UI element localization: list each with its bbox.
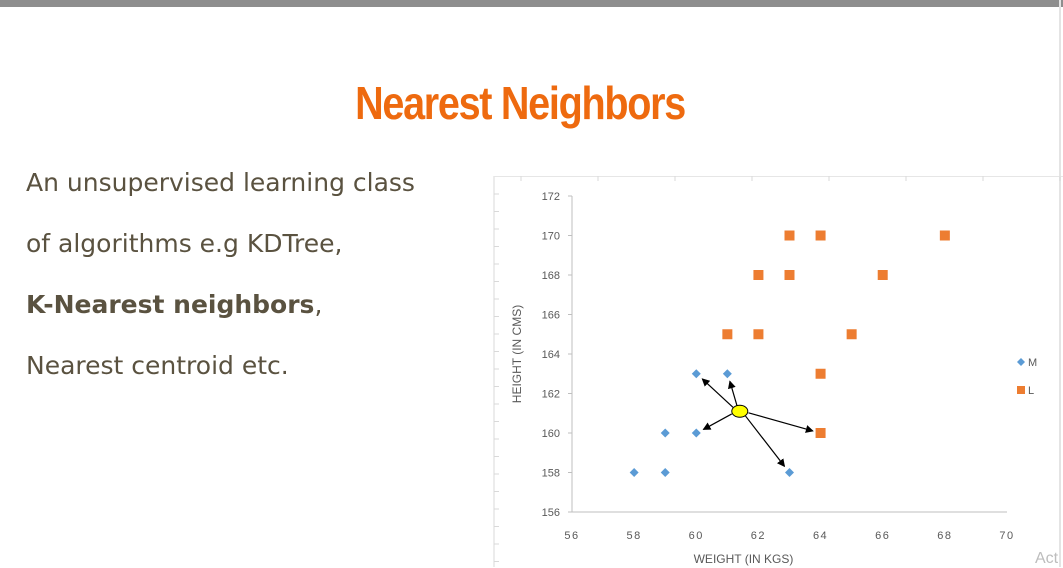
- neighbor-arrow: [748, 412, 814, 433]
- legend-label-L: L: [1028, 385, 1034, 397]
- y-tick-label: 160: [542, 428, 560, 440]
- y-tick-label: 172: [542, 191, 560, 203]
- body-line-4: Nearest centroid etc.: [26, 351, 289, 380]
- slide-title: Nearest Neighbors: [355, 77, 686, 129]
- y-axis-title: HEIGHT (IN CMS): [510, 305, 524, 403]
- body-line-1: An unsupervised learning class: [26, 168, 415, 197]
- y-tick-label: 170: [542, 231, 560, 243]
- data-point-M: [691, 369, 701, 379]
- y-tick-label: 156: [542, 507, 560, 519]
- body-line-2: of algorithms e.g KDTree,: [26, 229, 343, 258]
- corner-watermark-text: Act: [1035, 550, 1059, 567]
- y-tick-label: 158: [542, 468, 560, 480]
- x-tick-label: 58: [627, 530, 642, 542]
- neighbor-arrow: [727, 380, 738, 406]
- data-point-L: [784, 270, 795, 280]
- x-tick-label: 64: [813, 530, 828, 542]
- legend-marker-L: [1017, 386, 1025, 394]
- data-point-M: [722, 369, 732, 379]
- data-point-M: [660, 468, 670, 477]
- x-tick-label: 66: [875, 530, 890, 542]
- data-point-L: [784, 230, 795, 241]
- knn-bold-text: K-Nearest neighbors: [26, 290, 315, 319]
- data-point-L: [846, 329, 857, 340]
- knn-comma: ,: [314, 290, 323, 319]
- legend-label-M: M: [1028, 357, 1037, 369]
- data-point-M: [660, 428, 670, 438]
- neighbor-arrow: [701, 378, 734, 408]
- data-point-M: [629, 468, 639, 477]
- data-point-L: [877, 270, 888, 280]
- x-axis-title: WEIGHT (IN KGS): [694, 552, 794, 566]
- neighbor-arrow: [744, 415, 786, 468]
- data-point-L: [815, 230, 826, 241]
- scatter-chart-svg: 156 158 160 162 164 166 168 170 172 56 58 60 62 64 66 6…: [493, 176, 1063, 567]
- top-bar: [0, 0, 1063, 7]
- x-tick-label: 62: [751, 530, 766, 542]
- data-point-L: [753, 270, 764, 280]
- data-point-L: [722, 329, 733, 340]
- query-point: [731, 404, 749, 418]
- y-tick-label: 164: [542, 349, 560, 361]
- scatter-chart: 156 158 160 162 164 166 168 170 172 56 58 60 62 64 66 6…: [491, 176, 1063, 567]
- x-tick-label: 68: [937, 530, 952, 542]
- neighbor-arrow: [702, 413, 733, 430]
- x-tick-label: 70: [999, 530, 1014, 542]
- y-tick-label: 168: [542, 270, 560, 282]
- x-tick-label: 56: [564, 530, 579, 542]
- legend-marker-M: [1017, 358, 1025, 366]
- y-tick-label: 162: [542, 389, 560, 401]
- data-point-M: [785, 468, 794, 477]
- data-point-L: [815, 428, 826, 438]
- data-point-L: [815, 368, 826, 379]
- data-point-L: [753, 329, 764, 340]
- x-tick-label: 60: [689, 530, 704, 542]
- data-point-L: [939, 230, 950, 241]
- y-tick-label: 166: [542, 310, 560, 322]
- body-line-3: K-Nearest neighbors,: [26, 290, 322, 319]
- data-point-M: [691, 428, 701, 438]
- right-edge-bar: [1059, 0, 1061, 567]
